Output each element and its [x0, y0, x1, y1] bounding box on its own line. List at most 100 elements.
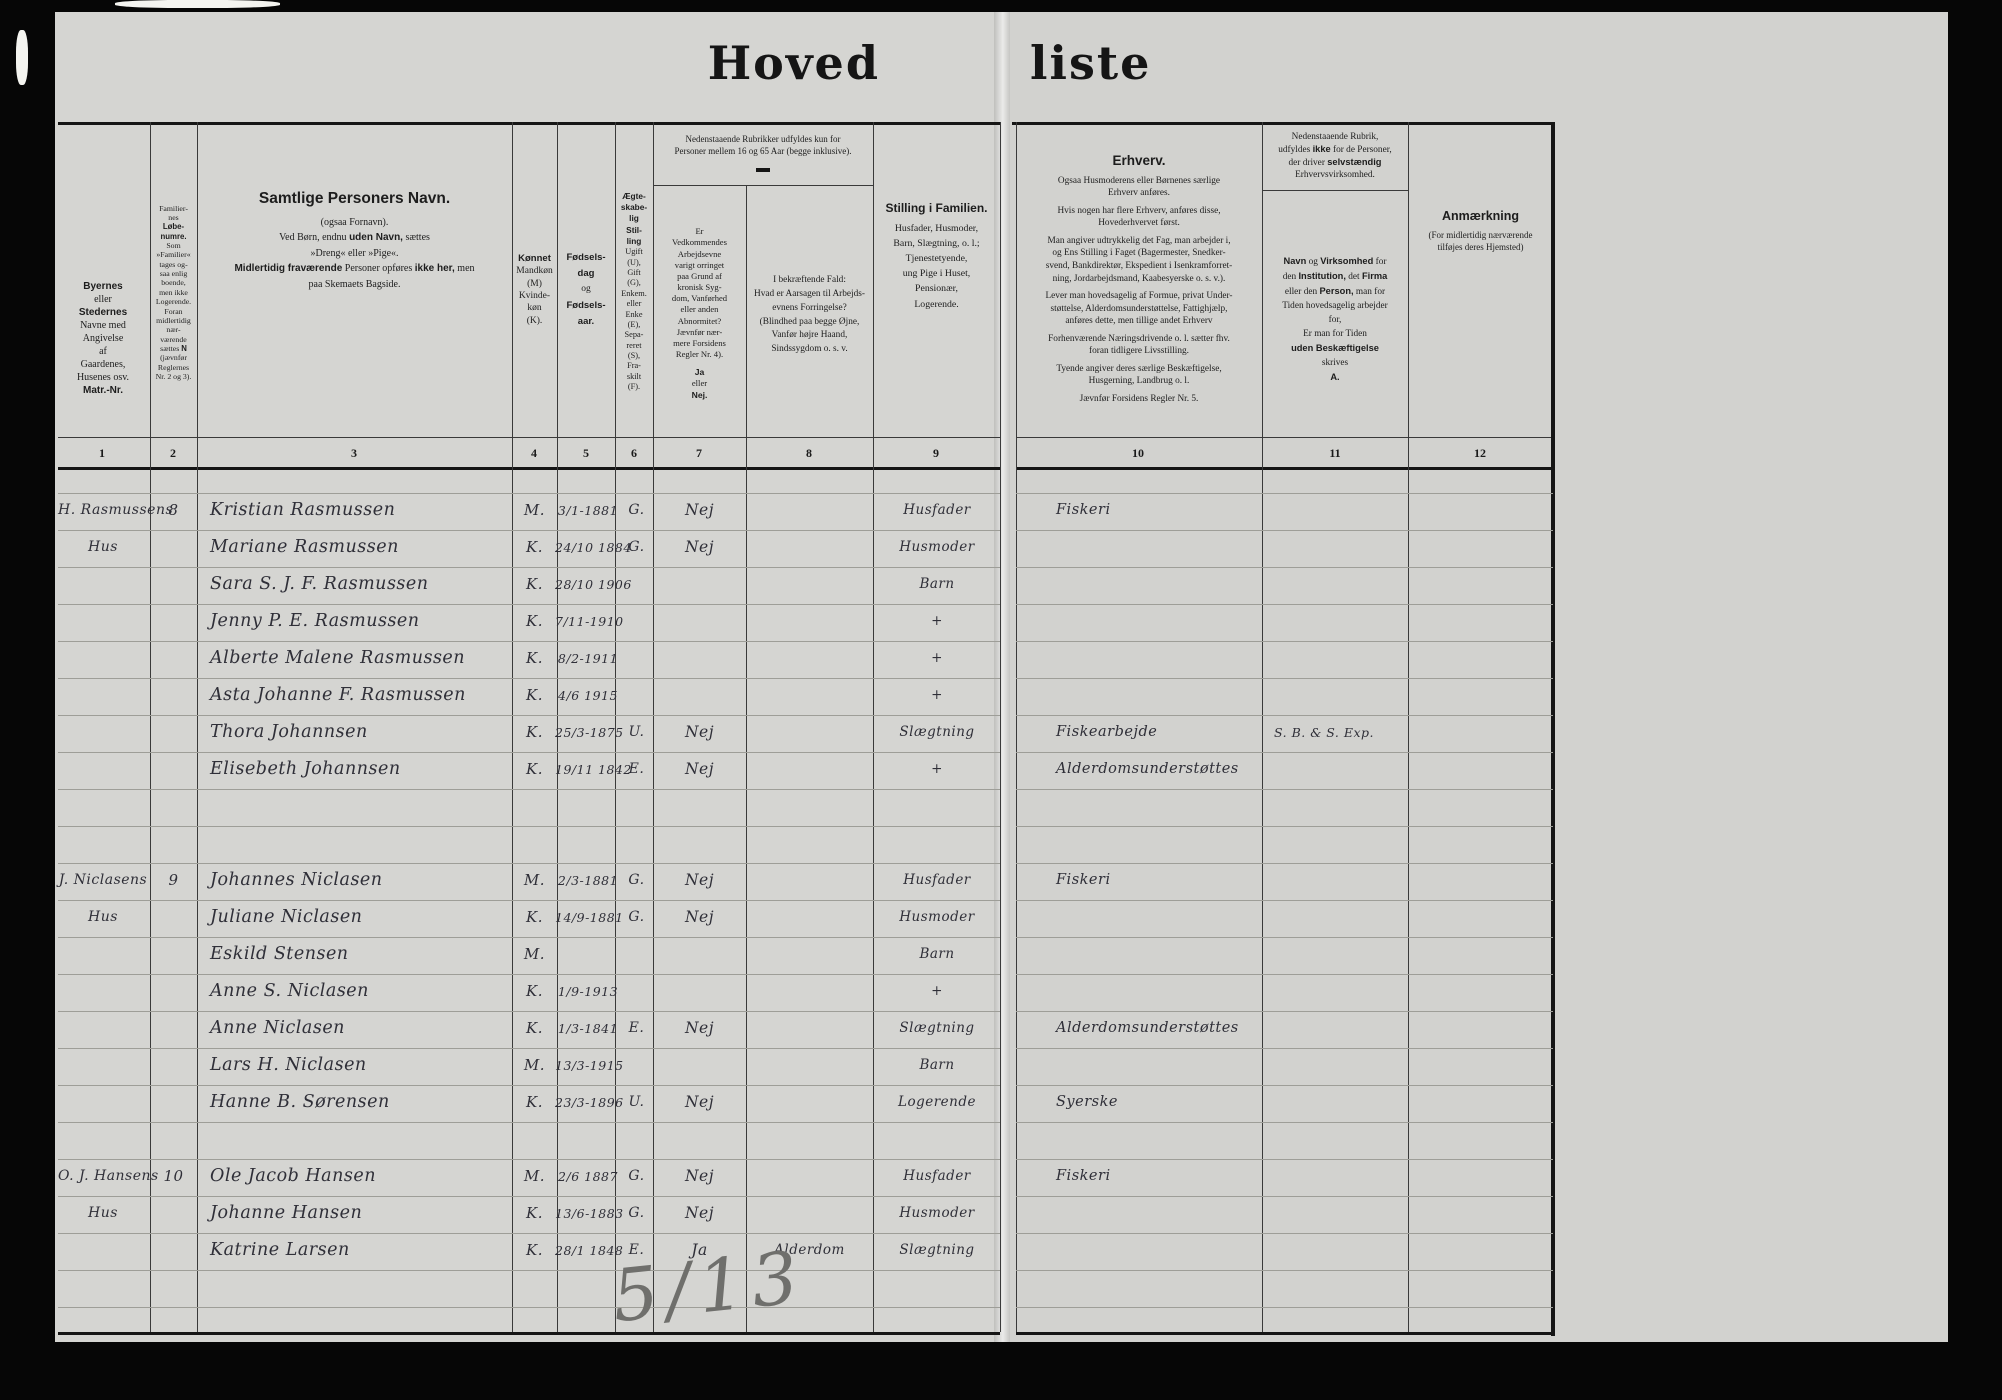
- row-rule: [1016, 567, 1553, 568]
- cell-sex: K.: [526, 723, 543, 741]
- column-number: 10: [1132, 446, 1144, 460]
- cell-family-position: Husmoder: [899, 1205, 975, 1221]
- header-work-ability: Er Vedkommendes Arbejdsevne varigt orringet…: [671, 226, 728, 400]
- cell-birthdate: 1/9-1913: [557, 984, 619, 999]
- cell-name: Alberte Malene Rasmussen: [210, 648, 466, 668]
- cell-sex: K.: [526, 575, 543, 593]
- cell-occupation: Alderdomsunderstøttes: [1056, 761, 1239, 777]
- cell-work-ability: Nej: [684, 538, 715, 556]
- row-rule: [1016, 1048, 1553, 1049]
- row-rule: [1016, 1085, 1553, 1086]
- column-line: [615, 122, 616, 1332]
- column-line: [557, 122, 558, 1332]
- cell-occupation: Fiskeri: [1056, 502, 1111, 518]
- cell-family-position: Husmoder: [899, 539, 975, 555]
- cell-sex: K.: [526, 612, 543, 630]
- row-rule: [1016, 1159, 1553, 1160]
- cell-sex: K.: [526, 982, 543, 1000]
- cell-family-number: 10: [163, 1167, 184, 1185]
- column-number: 1: [99, 446, 105, 460]
- header-age-banner: Nedenstaaende Rubrikker udfyldes kun for…: [674, 134, 852, 156]
- cell-marital-status: G.: [628, 1168, 645, 1184]
- cell-marital-status: G.: [628, 539, 645, 555]
- cell-marital-status: U.: [628, 1094, 645, 1110]
- cell-occupation: Syerske: [1056, 1094, 1118, 1110]
- column-line: [512, 122, 513, 1332]
- column-number: 9: [933, 446, 939, 460]
- cell-name: Juliane Niclasen: [210, 907, 363, 927]
- cell-sex: M.: [523, 501, 546, 519]
- cell-family-position: Slægtning: [899, 724, 975, 740]
- cell-work-ability: Nej: [684, 723, 715, 741]
- cell-marital-status: E.: [628, 761, 645, 777]
- table-border: [58, 122, 1000, 125]
- row-rule: [1016, 493, 1553, 494]
- cell-birthdate: 8/2-1911: [557, 651, 619, 666]
- row-rule: [58, 826, 1000, 827]
- row-rule: [1016, 1122, 1553, 1123]
- cell-marital-status: E.: [628, 1242, 645, 1258]
- cell-sex: M.: [523, 871, 546, 889]
- right-page: [1000, 12, 1948, 1342]
- cell-work-ability: Nej: [684, 1204, 715, 1222]
- row-rule: [58, 937, 1000, 938]
- cell-family-position: Barn: [919, 946, 955, 962]
- cell-birthdate: 3/1-1881: [557, 503, 619, 518]
- column-number: 5: [583, 446, 589, 460]
- row-rule: [58, 1085, 1000, 1086]
- row-rule: [58, 1048, 1000, 1049]
- header-occupation: Erhverv. Ogsaa Husmoderens eller Børnenes…: [1045, 152, 1233, 404]
- cell-occupation: Alderdomsunderstøttes: [1056, 1020, 1239, 1036]
- cell-birthdate: 1/3-1841: [557, 1021, 619, 1036]
- cell-family-position: Husfader: [903, 502, 971, 518]
- cell-family-position: Slægtning: [899, 1020, 975, 1036]
- cell-place: Hus: [88, 1205, 118, 1221]
- cell-family-position: Barn: [919, 1057, 955, 1073]
- cell-sex: K.: [526, 1019, 543, 1037]
- cell-sex: K.: [526, 538, 543, 556]
- row-rule: [58, 1270, 1000, 1271]
- cell-ability-cause: Alderdom: [774, 1242, 845, 1258]
- cell-family-position: +: [931, 983, 943, 999]
- cell-birthdate: 14/9-1881: [555, 910, 624, 925]
- cell-name: Anne S. Niclasen: [210, 981, 369, 1001]
- scan-artifact: [115, 0, 280, 8]
- cell-place: Hus: [88, 909, 118, 925]
- table-border: [1016, 467, 1553, 470]
- cell-marital-status: E.: [628, 1020, 645, 1036]
- cell-name: Katrine Larsen: [210, 1240, 350, 1260]
- cell-sex: M.: [523, 1167, 546, 1185]
- column-line: [150, 122, 151, 1332]
- cell-name: Anne Niclasen: [210, 1018, 345, 1038]
- cell-family-number: 9: [168, 871, 179, 889]
- header-sex: Kønnet Mandkøn (M) Kvinde-køn (K).: [516, 252, 553, 326]
- column-number: 4: [531, 446, 537, 460]
- header-ability-cause: I bekræftende Fald: Hvad er Aarsagen til …: [753, 274, 865, 355]
- cell-name: Eskild Stensen: [210, 944, 349, 964]
- header-family-position: Stilling i Familien. Husfader, Husmoder, B…: [885, 201, 988, 310]
- header-marital-status: Ægte-skabe-lig Stil-ling Ugift (U), Gift (G),…: [620, 190, 648, 392]
- cell-family-position: +: [931, 613, 943, 629]
- cell-marital-status: G.: [628, 502, 645, 518]
- cell-place: J. Niclasens: [58, 872, 148, 888]
- row-rule: [58, 1196, 1000, 1197]
- row-rule: [58, 1159, 1000, 1160]
- cell-name: Jenny P. E. Rasmussen: [210, 611, 420, 631]
- row-rule: [58, 974, 1000, 975]
- column-number: 11: [1329, 446, 1341, 460]
- cell-name: Ole Jacob Hansen: [210, 1166, 376, 1186]
- cell-work-ability: Nej: [684, 760, 715, 778]
- cell-birthdate: 25/3-1875: [555, 725, 624, 740]
- banner-dash: [756, 168, 770, 172]
- cell-birthdate: 2/3-1881: [557, 873, 619, 888]
- cell-birthdate: 13/6-1883: [555, 1206, 624, 1221]
- cell-work-ability: Ja: [691, 1241, 708, 1259]
- column-line: [1262, 122, 1263, 1332]
- row-rule: [1016, 530, 1553, 531]
- row-rule: [58, 863, 1000, 864]
- cell-sex: K.: [526, 686, 543, 704]
- column-number: 7: [696, 446, 702, 460]
- row-rule: [58, 715, 1000, 716]
- column-number: 2: [170, 446, 176, 460]
- header-employer: Navn og Virksomhed for den Institution, d…: [1282, 256, 1388, 382]
